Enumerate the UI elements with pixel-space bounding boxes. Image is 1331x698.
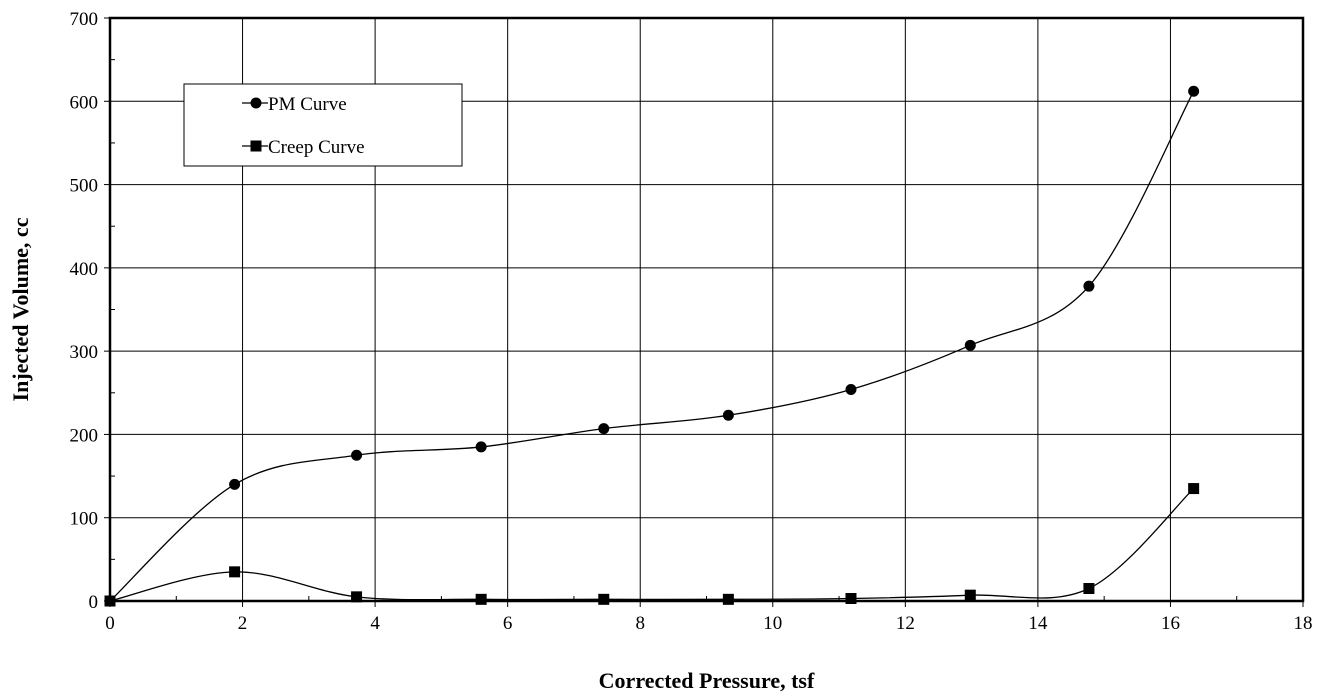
data-point-square	[598, 593, 610, 605]
y-tick-label: 400	[70, 259, 99, 280]
series-creep-curve	[104, 483, 1200, 607]
x-tick-label: 18	[1294, 613, 1313, 634]
data-point-circle	[722, 409, 734, 421]
data-point-circle	[1083, 280, 1095, 292]
x-tick-label: 4	[370, 613, 380, 634]
legend-item: PM Curve	[242, 94, 347, 115]
data-point-circle	[229, 478, 241, 490]
data-point-circle	[1188, 85, 1200, 97]
x-tick-label: 0	[105, 613, 115, 634]
x-tick-label: 6	[503, 613, 513, 634]
series-pm-curve	[104, 85, 1200, 607]
x-axis-title: Corrected Pressure, tsf	[599, 668, 815, 693]
data-point-square	[229, 566, 241, 578]
series-line	[109, 90, 1195, 602]
data-point-circle	[475, 441, 487, 453]
data-point-square	[351, 591, 363, 603]
x-tick-label: 2	[238, 613, 248, 634]
legend-label: Creep Curve	[268, 137, 365, 158]
data-point-square	[964, 589, 976, 601]
data-point-circle	[845, 383, 857, 395]
x-tick-label: 10	[763, 613, 782, 634]
y-tick-label: 200	[70, 425, 99, 446]
data-point-square	[475, 593, 487, 605]
series-layer	[104, 85, 1200, 607]
legend-box	[183, 83, 463, 167]
y-tick-label: 100	[70, 509, 99, 530]
legend-item: Creep Curve	[242, 137, 365, 158]
y-tick-label: 700	[70, 9, 99, 30]
y-tick-label: 300	[70, 342, 99, 363]
ticks: 0 2 4 6 8 10 12 14 16 18 0 100 200 300 400 500 600 700	[70, 9, 1313, 634]
y-tick-label: 500	[70, 176, 99, 197]
x-tick-label: 16	[1161, 613, 1180, 634]
legend-marker-circle	[250, 97, 262, 109]
legend-marker-square	[250, 140, 262, 152]
data-point-square	[722, 593, 734, 605]
data-point-square	[1083, 583, 1095, 595]
data-point-square	[1188, 483, 1200, 495]
y-tick-label: 600	[70, 92, 99, 113]
legend-label: PM Curve	[268, 94, 347, 115]
y-tick-label: 0	[89, 592, 99, 613]
x-tick-label: 8	[635, 613, 645, 634]
data-point-circle	[964, 339, 976, 351]
x-tick-label: 12	[896, 613, 915, 634]
grid	[110, 18, 1303, 601]
data-point-circle	[598, 423, 610, 435]
x-tick-label: 14	[1028, 613, 1048, 634]
y-axis-title: Injected Volume, cc	[8, 217, 33, 401]
series-line	[109, 488, 1195, 602]
legend: PM Curve Creep Curve	[183, 83, 463, 167]
data-point-circle	[351, 449, 363, 461]
data-point-square	[845, 593, 857, 605]
